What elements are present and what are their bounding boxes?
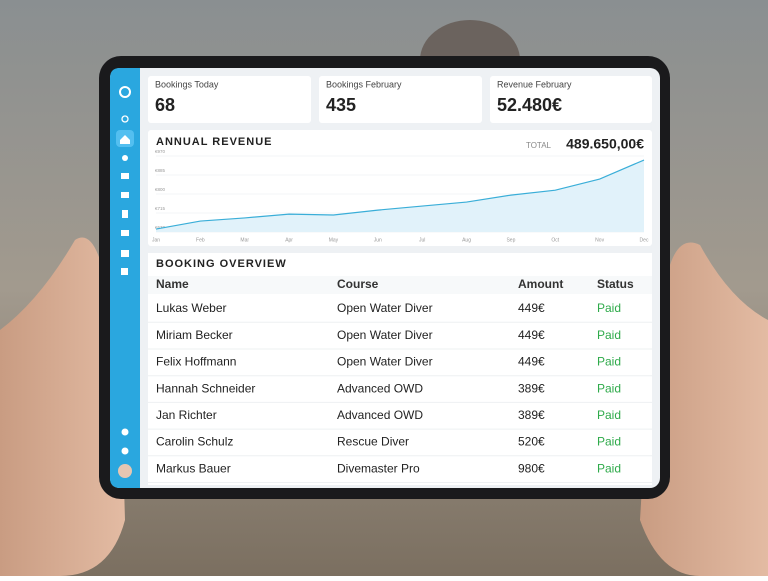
table-cell: Felix Hoffmann — [156, 355, 236, 369]
x-tick-label: Aug — [462, 237, 471, 243]
table-cell: 389€ — [518, 408, 545, 422]
card-label: Bookings Today — [155, 79, 219, 89]
x-tick-label: Sep — [506, 237, 515, 243]
column-header: Course — [337, 277, 379, 291]
table-cell: Paid — [597, 381, 621, 395]
contact-icon[interactable] — [121, 173, 129, 179]
x-tick-label: Jul — [419, 237, 425, 243]
area — [156, 160, 644, 232]
table-cell: Paid — [597, 355, 621, 369]
y-tick-label: €885 — [155, 168, 166, 173]
column-header: Name — [156, 277, 189, 291]
table-cell: Open Water Diver — [337, 301, 433, 315]
total-value: 489.650,00€ — [566, 136, 644, 152]
card — [490, 76, 652, 123]
column-header: Status — [597, 277, 634, 291]
user-icon[interactable] — [122, 155, 128, 161]
y-tick-label: €970 — [155, 149, 166, 154]
table-cell: 449€ — [518, 301, 545, 315]
table-cell: Lukas Weber — [156, 301, 226, 315]
card-value: 435 — [326, 95, 356, 115]
table-header-bg — [148, 276, 652, 294]
x-tick-label: Jun — [374, 237, 382, 243]
table-cell: Open Water Diver — [337, 328, 433, 342]
table-cell: Paid — [597, 408, 621, 422]
column-header: Amount — [518, 277, 563, 291]
table-cell: Markus Bauer — [156, 461, 231, 475]
sidebar-icons — [116, 86, 134, 478]
tag-icon[interactable] — [121, 268, 128, 275]
sidebar[interactable] — [110, 68, 140, 488]
x-tick-label: Jan — [152, 237, 160, 243]
y-tick-label: €715 — [155, 206, 166, 211]
table-cell: Paid — [597, 328, 621, 342]
settings-icon[interactable] — [121, 428, 129, 436]
table-cell: Paid — [597, 435, 621, 449]
vehicle-icon[interactable] — [121, 230, 129, 236]
table-cell: Hannah Schneider — [156, 381, 255, 395]
card-value: 52.480€ — [497, 95, 562, 115]
help-icon[interactable] — [121, 447, 129, 455]
card — [148, 76, 311, 123]
y-tick-label: €630 — [155, 225, 166, 230]
x-tick-label: Mar — [240, 237, 249, 243]
table-cell: Rescue Diver — [337, 435, 409, 449]
table-cell: 980€ — [518, 461, 545, 475]
x-tick-label: Apr — [285, 237, 293, 243]
x-tick-label: Oct — [551, 237, 559, 243]
total-label: TOTAL — [526, 141, 552, 150]
table-cell: Advanced OWD — [337, 408, 423, 422]
bank-icon[interactable] — [121, 250, 129, 257]
right-hand — [640, 242, 768, 576]
table-cell: Miriam Becker — [156, 328, 233, 342]
table-cell: 449€ — [518, 355, 545, 369]
search-icon[interactable] — [121, 115, 129, 123]
card-label: Revenue February — [497, 79, 572, 89]
card-label: Bookings February — [326, 79, 402, 89]
home-icon[interactable] — [120, 135, 130, 144]
card-value: 68 — [155, 95, 175, 115]
avatar[interactable] — [118, 464, 132, 478]
table-cell: Paid — [597, 301, 621, 315]
x-tick-label: Dec — [640, 237, 649, 243]
x-tick-label: May — [329, 237, 339, 243]
x-tick-label: Feb — [196, 237, 205, 243]
table-cell: 389€ — [518, 381, 545, 395]
document-icon[interactable] — [122, 210, 128, 218]
logo[interactable] — [119, 86, 131, 98]
table-cell: Advanced OWD — [337, 381, 423, 395]
y-tick-label: €800 — [155, 187, 166, 192]
table-cell: Carolin Schulz — [156, 435, 233, 449]
table-cell: 449€ — [518, 328, 545, 342]
revenue-title: ANNUAL REVENUE — [156, 136, 272, 148]
table-cell: 520€ — [518, 435, 545, 449]
table-cell: Divemaster Pro — [337, 461, 420, 475]
line — [155, 159, 645, 230]
card — [319, 76, 482, 123]
table-cell: Jan Richter — [156, 408, 217, 422]
table-cell: Paid — [597, 461, 621, 475]
x-tick-label: Nov — [595, 237, 604, 243]
left-hand — [0, 237, 125, 576]
mail-icon[interactable] — [121, 192, 129, 198]
bookings-title: BOOKING OVERVIEW — [156, 258, 287, 270]
table-cell: Open Water Diver — [337, 355, 433, 369]
